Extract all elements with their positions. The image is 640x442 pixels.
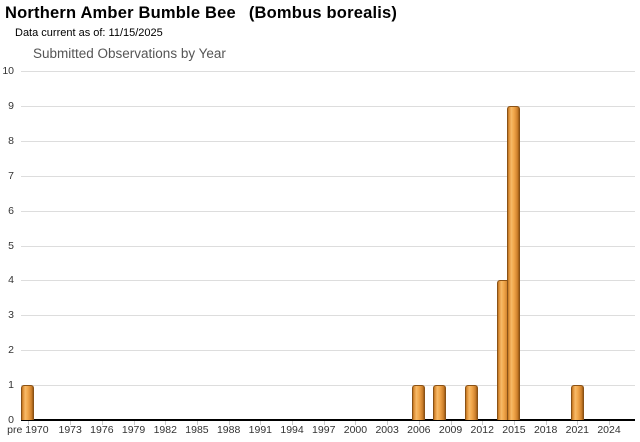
y-gridline — [21, 245, 635, 247]
x-axis-tick — [450, 421, 452, 425]
x-axis-label: 2009 — [438, 424, 463, 436]
y-gridline — [21, 140, 635, 142]
x-axis-tick — [70, 421, 72, 425]
x-axis-label: 1997 — [312, 424, 336, 436]
y-axis-label: 5 — [8, 239, 14, 252]
y-axis-label: 4 — [8, 274, 14, 287]
x-axis-label: 1985 — [185, 424, 209, 436]
x-axis-tick — [292, 421, 294, 425]
y-gridline — [21, 385, 635, 387]
x-axis-label: 1973 — [58, 424, 82, 436]
y-gridline — [21, 315, 635, 317]
x-axis-line — [21, 419, 635, 421]
x-axis-tick — [482, 421, 484, 425]
y-axis-label: 2 — [8, 343, 14, 356]
species-common-name: Northern Amber Bumble Bee — [5, 4, 236, 22]
x-axis-tick — [228, 421, 230, 425]
x-axis-label: 1982 — [153, 424, 177, 436]
y-gridline — [21, 71, 635, 72]
y-axis-label: 3 — [8, 309, 14, 322]
bar[interactable] — [570, 385, 584, 420]
x-axis-tick — [418, 421, 420, 425]
y-gridline — [21, 175, 635, 177]
x-axis-label: 2024 — [597, 424, 621, 436]
y-gridline — [21, 105, 635, 107]
x-axis-label: 1988 — [216, 424, 241, 436]
x-axis-label: 2021 — [565, 424, 590, 436]
x-axis-tick — [260, 421, 262, 425]
y-gridline — [21, 350, 635, 352]
x-axis-tick — [101, 421, 103, 425]
y-axis-label: 0 — [8, 413, 14, 426]
page-title: Northern Amber Bumble Bee (Bombus boreali… — [5, 4, 397, 23]
x-axis-tick — [27, 421, 29, 425]
bar[interactable] — [21, 385, 35, 420]
x-axis-label: 2015 — [502, 424, 526, 436]
x-axis-tick — [609, 421, 611, 425]
x-axis-tick — [323, 421, 325, 425]
y-axis-label: 1 — [8, 378, 14, 391]
y-axis-label: 10 — [2, 64, 14, 77]
x-axis-label: 2000 — [343, 424, 368, 436]
x-axis-tick — [513, 421, 515, 425]
bar[interactable] — [507, 105, 521, 420]
y-axis-label: 9 — [8, 99, 14, 112]
x-axis-label: 1976 — [90, 424, 114, 436]
y-gridline — [21, 280, 635, 282]
x-axis-tick — [355, 421, 357, 425]
y-axis-label: 7 — [8, 169, 14, 182]
bar[interactable] — [412, 385, 426, 420]
species-scientific-name: (Bombus borealis) — [248, 4, 398, 22]
data-current-text: Data current as of: 11/15/2025 — [15, 27, 163, 39]
x-axis-tick — [545, 421, 547, 425]
y-gridline — [21, 210, 635, 212]
x-axis-label: pre 1970 — [7, 424, 49, 436]
x-axis-tick — [133, 421, 135, 425]
x-axis-label: 2012 — [470, 424, 494, 436]
chart-title: Submitted Observations by Year — [33, 46, 226, 61]
x-axis-label: 2006 — [407, 424, 431, 436]
x-axis-label: 2018 — [533, 424, 558, 436]
x-axis-label: 1994 — [280, 424, 304, 436]
x-axis-tick — [577, 421, 579, 425]
x-axis-tick — [387, 421, 389, 425]
x-axis-tick — [165, 421, 167, 425]
x-axis-label: 2003 — [375, 424, 399, 436]
x-axis-label: 1979 — [121, 424, 146, 436]
y-axis-label: 6 — [8, 204, 14, 217]
bar[interactable] — [465, 385, 479, 420]
bar[interactable] — [433, 385, 447, 420]
x-axis-label: 1991 — [248, 424, 273, 436]
x-axis-tick — [196, 421, 198, 425]
y-axis-label: 8 — [8, 134, 14, 147]
